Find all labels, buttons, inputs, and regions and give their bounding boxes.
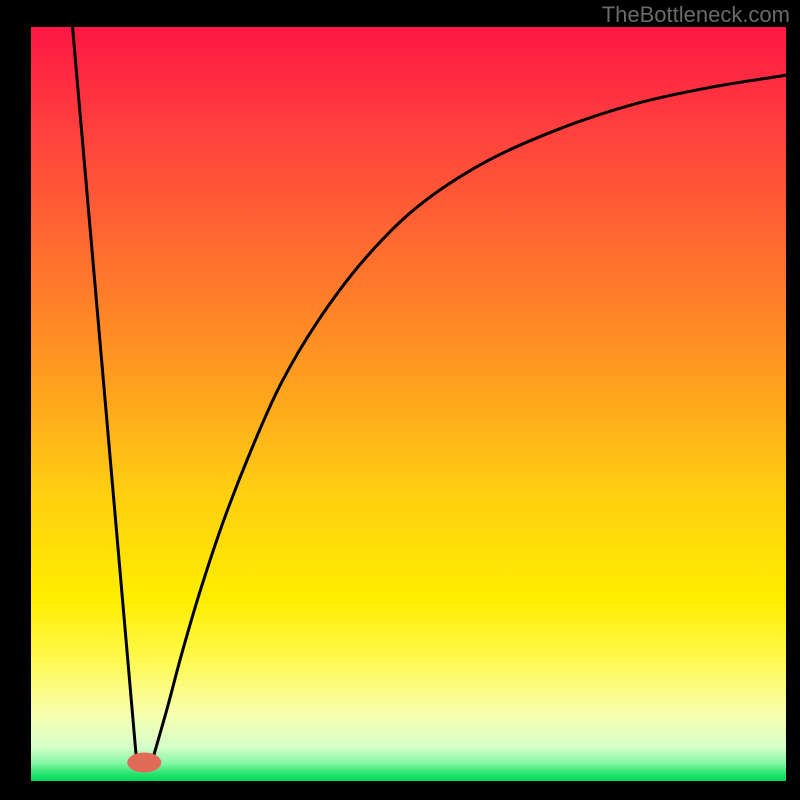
plot-svg <box>31 27 786 781</box>
optimal-point-marker <box>127 753 161 773</box>
chart-outer-frame: TheBottleneck.com <box>0 0 800 800</box>
watermark-text: TheBottleneck.com <box>602 2 790 28</box>
gradient-background <box>31 27 786 781</box>
plot-area <box>31 27 786 781</box>
